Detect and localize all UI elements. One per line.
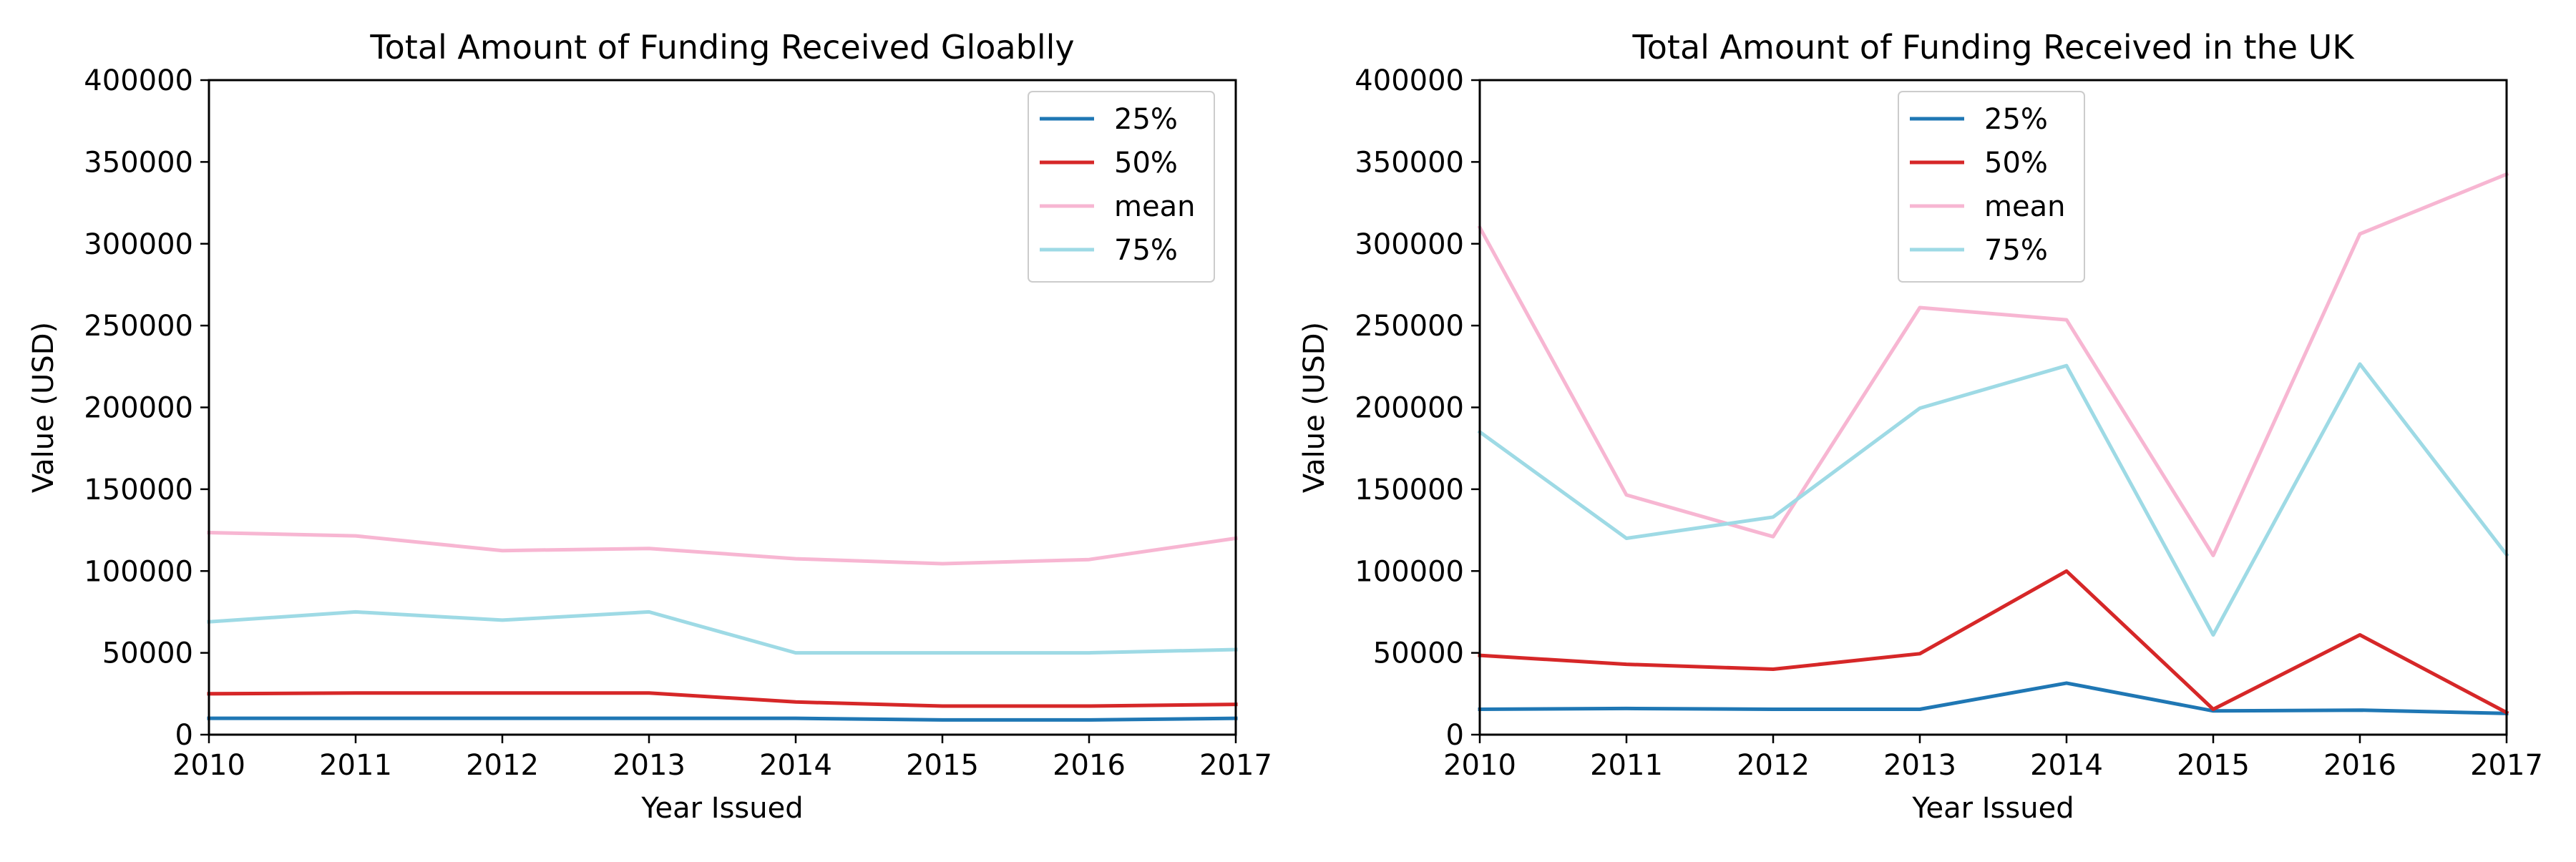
chart-panel-2: Total Amount of Funding Received in the … xyxy=(1298,28,2543,825)
y-axis-label: Value (USD) xyxy=(27,322,60,493)
x-axis-label: Year Issued xyxy=(1911,792,2074,825)
legend-label: mean xyxy=(1114,190,1195,223)
x-tick-label: 2011 xyxy=(1590,749,1663,782)
y-tick-label: 400000 xyxy=(84,64,193,97)
chart-panel-1: Total Amount of Funding Received Gloabll… xyxy=(27,28,1272,825)
y-tick-label: 150000 xyxy=(1355,474,1464,506)
legend-label: 25% xyxy=(1984,103,2048,136)
x-tick-label: 2013 xyxy=(613,749,686,782)
legend-label: 75% xyxy=(1114,234,1178,267)
series-line-75pct xyxy=(207,609,1238,655)
y-tick-label: 300000 xyxy=(84,228,193,261)
legend-label: 50% xyxy=(1114,147,1178,180)
y-tick-label: 200000 xyxy=(1355,392,1464,425)
series-line-mean xyxy=(1477,172,2509,557)
x-tick-label: 2012 xyxy=(1737,749,1810,782)
y-tick-label: 250000 xyxy=(84,310,193,343)
x-tick-label: 2014 xyxy=(2030,749,2103,782)
series-line-mean xyxy=(207,530,1238,566)
plot-area xyxy=(207,530,1238,722)
x-tick-label: 2010 xyxy=(1443,749,1516,782)
x-tick-label: 2015 xyxy=(2177,749,2250,782)
y-tick-label: 100000 xyxy=(1355,555,1464,588)
series-line-50pct xyxy=(1478,569,2509,715)
x-tick-label: 2013 xyxy=(1883,749,1956,782)
series-line-50pct xyxy=(207,691,1238,708)
y-tick-label: 0 xyxy=(175,719,193,752)
y-tick-label: 200000 xyxy=(84,392,193,425)
y-axis-label: Value (USD) xyxy=(1298,322,1331,493)
x-tick-label: 2017 xyxy=(1199,749,1272,782)
legend-label: 50% xyxy=(1984,147,2048,180)
x-tick-label: 2015 xyxy=(906,749,979,782)
y-tick-label: 100000 xyxy=(84,555,193,588)
y-tick-label: 0 xyxy=(1446,719,1464,752)
y-tick-label: 350000 xyxy=(84,146,193,179)
x-tick-label: 2016 xyxy=(1053,749,1126,782)
series-line-25pct xyxy=(1478,681,2509,715)
series-line-25pct xyxy=(207,716,1238,722)
legend: 25% 50% mean 75% xyxy=(1028,91,1215,283)
y-tick-label: 400000 xyxy=(1355,64,1464,97)
x-axis-label: Year Issued xyxy=(640,792,803,825)
x-tick-label: 2012 xyxy=(466,749,539,782)
legend-label: 75% xyxy=(1984,234,2048,267)
x-tick-label: 2011 xyxy=(319,749,392,782)
y-tick-label: 350000 xyxy=(1355,146,1464,179)
plot-area xyxy=(1477,172,2509,715)
y-tick-label: 50000 xyxy=(1373,637,1464,670)
y-tick-label: 250000 xyxy=(1355,310,1464,343)
legend-box xyxy=(1898,91,2085,283)
x-tick-label: 2010 xyxy=(172,749,245,782)
y-tick-label: 150000 xyxy=(84,474,193,506)
x-tick-label: 2014 xyxy=(759,749,832,782)
legend: 25% 50% mean 75% xyxy=(1898,91,2085,283)
x-tick-label: 2017 xyxy=(2470,749,2543,782)
series-line-75pct xyxy=(1477,362,2509,637)
legend-label: 25% xyxy=(1114,103,1178,136)
y-tick-label: 300000 xyxy=(1355,228,1464,261)
chart-title: Total Amount of Funding Received in the … xyxy=(1631,28,2355,67)
x-tick-label: 2016 xyxy=(2323,749,2396,782)
y-tick-label: 50000 xyxy=(102,637,193,670)
chart-title: Total Amount of Funding Received Gloabll… xyxy=(369,28,1074,67)
legend-label: mean xyxy=(1984,190,2065,223)
legend-box xyxy=(1028,91,1215,283)
